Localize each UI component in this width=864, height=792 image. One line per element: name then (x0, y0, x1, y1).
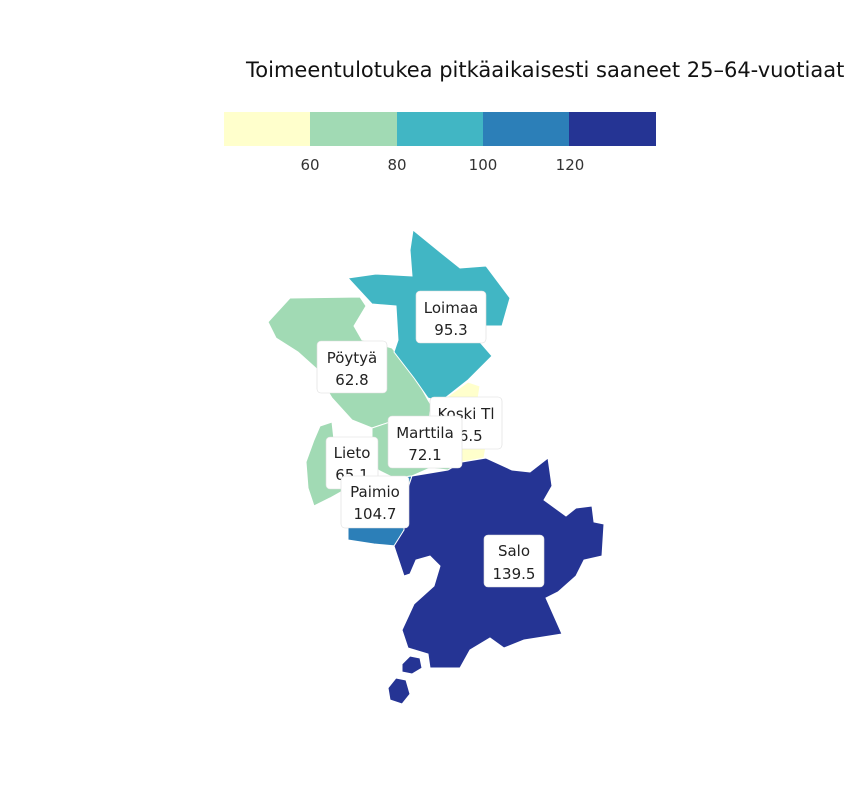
region-name: Loimaa (424, 299, 478, 317)
region-name: Pöytyä (327, 349, 378, 367)
label-salo: Salo 139.5 (483, 534, 545, 588)
region-value: 104.7 (354, 505, 397, 523)
label-loimaa: Loimaa 95.3 (415, 290, 487, 344)
legend-tick-label: 60 (300, 156, 319, 174)
region-salo-island (387, 677, 411, 705)
region-value: 139.5 (493, 565, 536, 583)
map-title: Toimeentulotukea pitkäaikaisesti saaneet… (245, 58, 844, 82)
region-name: Marttila (396, 424, 454, 442)
legend-tick-label: 80 (387, 156, 406, 174)
legend-swatch-3 (397, 112, 484, 146)
legend-tick-label: 120 (556, 156, 585, 174)
region-salo-island (401, 655, 423, 675)
legend-swatch-5 (569, 112, 656, 146)
region-name: Paimio (350, 483, 400, 501)
label-marttila: Marttila 72.1 (387, 415, 463, 469)
region-value: 95.3 (434, 321, 467, 339)
region-value: 62.8 (335, 371, 368, 389)
color-legend: 60 80 100 120 (224, 112, 656, 174)
label-paimio: Paimio 104.7 (340, 475, 410, 529)
region-name: Salo (498, 542, 530, 560)
region-value: 72.1 (408, 446, 441, 464)
legend-tick-label: 100 (469, 156, 498, 174)
label-poytya: Pöytyä 62.8 (316, 340, 388, 394)
legend-swatch-2 (310, 112, 397, 146)
region-labels: Loimaa 95.3 Pöytyä 62.8 Koski Tl 56.5 Li… (316, 290, 545, 588)
legend-swatch-4 (483, 112, 570, 146)
legend-swatch-1 (224, 112, 311, 146)
region-name: Lieto (334, 444, 371, 462)
